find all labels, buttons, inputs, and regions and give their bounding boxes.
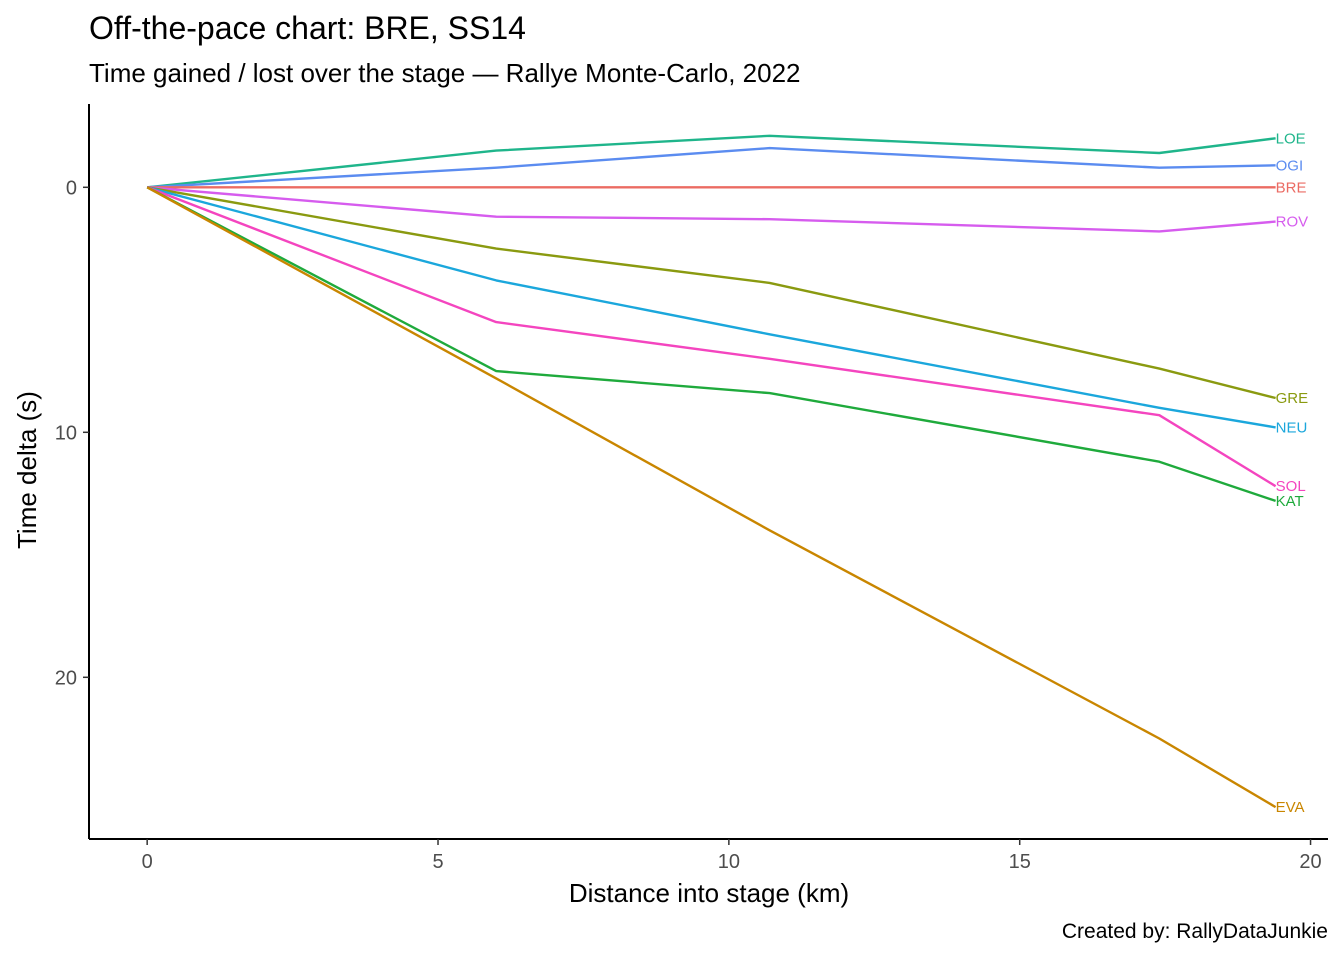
y-axis-ticks: 0 10 20 <box>55 177 89 689</box>
series-label-kat: KAT <box>1276 493 1304 510</box>
y-tick-label: 0 <box>66 177 77 199</box>
x-axis-title: Distance into stage (km) <box>569 878 849 908</box>
series-label-gre: GRE <box>1276 390 1309 407</box>
series-line-loe <box>147 134 1276 189</box>
series-line-gre <box>146 186 1276 400</box>
series-line-neu <box>146 186 1276 429</box>
series-line-ogi <box>147 146 1276 189</box>
x-tick-label: 15 <box>1009 851 1031 873</box>
series-line-rov <box>147 186 1276 233</box>
series-label-neu: NEU <box>1276 419 1308 436</box>
y-tick-label: 10 <box>55 422 77 444</box>
chart-caption: Created by: RallyDataJunkie <box>1061 920 1328 943</box>
series-line-eva <box>146 186 1277 809</box>
chart-title: Off-the-pace chart: BRE, SS14 <box>89 10 526 46</box>
series-label-bre: BRE <box>1276 179 1307 196</box>
x-axis-ticks: 0 5 10 15 20 <box>142 839 1322 873</box>
y-axis-title: Time delta (s) <box>12 391 42 549</box>
series-label-rov: ROV <box>1276 214 1309 231</box>
series-layer <box>146 134 1277 809</box>
y-tick-label: 20 <box>55 667 77 689</box>
x-tick-label: 0 <box>142 851 153 873</box>
x-tick-label: 5 <box>432 851 443 873</box>
x-tick-label: 10 <box>718 851 740 873</box>
chart-subtitle: Time gained / lost over the stage — Rall… <box>89 58 801 88</box>
series-label-sol: SOL <box>1276 478 1306 495</box>
series-line-kat <box>146 186 1276 503</box>
series-line-sol <box>146 186 1277 488</box>
series-label-eva: EVA <box>1276 799 1305 816</box>
x-tick-label: 20 <box>1299 851 1321 873</box>
series-label-loe: LOE <box>1276 130 1306 147</box>
series-label-ogi: OGI <box>1276 157 1304 174</box>
